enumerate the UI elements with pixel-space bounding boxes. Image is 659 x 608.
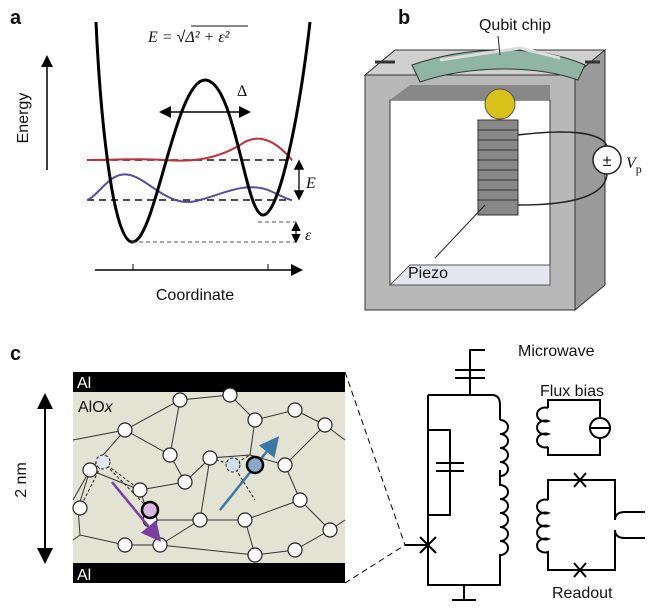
voltage-symbol: V	[626, 155, 638, 172]
source-label: ±	[603, 153, 612, 170]
splitting-label: E	[305, 175, 316, 192]
oxide-label: AlOx	[78, 399, 114, 416]
readout-label: Readout	[552, 585, 613, 602]
wavefunction	[86, 137, 293, 162]
eq-root: √	[177, 29, 186, 46]
electrode-label: Al	[77, 567, 91, 584]
equation: E = √Δ² + ε²	[147, 29, 231, 46]
oxide-base: AlO	[78, 399, 105, 416]
axis-label: Energy	[15, 93, 32, 144]
panel-label: b	[398, 7, 410, 29]
eq-radicand: Δ² + ε²	[184, 29, 230, 46]
panel-b: b ± Vp Qubit chip Piezo	[363, 7, 642, 312]
oxide-suffix: x	[104, 399, 114, 416]
chip-label: Qubit chip	[479, 17, 551, 34]
thickness-label: 2 nm	[13, 462, 30, 498]
voltage-source	[592, 145, 622, 175]
microwave-label: Microwave	[518, 343, 595, 360]
wavefunction	[86, 173, 293, 203]
tunnel-label: Δ	[237, 83, 247, 100]
electrode-label: Al	[77, 375, 91, 392]
flux-label: Flux bias	[540, 383, 604, 400]
eq-lhs: E =	[147, 29, 177, 46]
panel-label: a	[10, 7, 22, 29]
axis-label: Coordinate	[156, 287, 234, 304]
panel-a: a E = √Δ² + ε² Energy Δ E ε Coordinate	[10, 7, 316, 304]
voltage-subscript: p	[636, 162, 642, 176]
potential	[94, 21, 312, 244]
voltage-label: Vp	[626, 155, 642, 176]
piezo-label: Piezo	[408, 265, 448, 282]
panel-label: c	[10, 343, 21, 365]
bias-label: ε	[305, 227, 312, 244]
panel-c: c Al Al AlOx 2 nm Microwave Flux bias Re…	[10, 343, 645, 605]
